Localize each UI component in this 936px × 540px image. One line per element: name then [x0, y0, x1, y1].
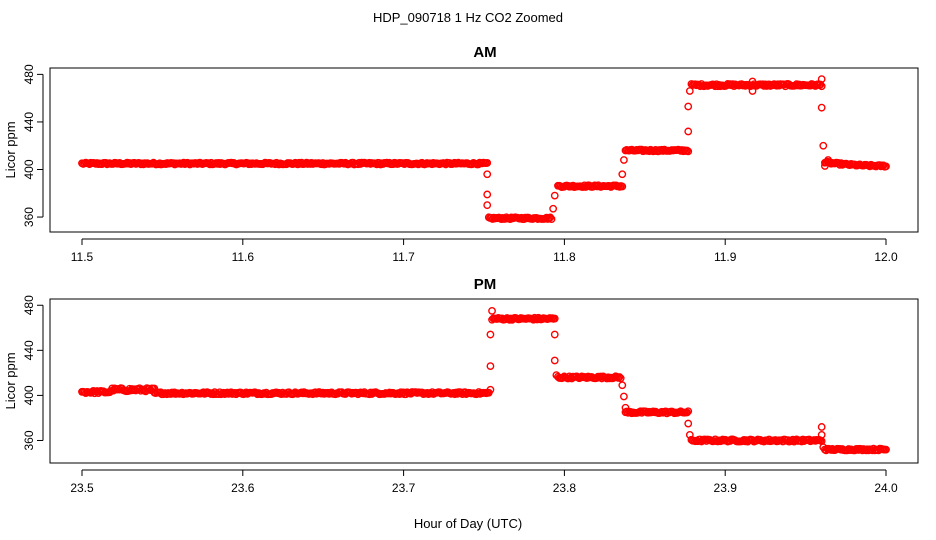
am-data-points [78, 75, 890, 224]
pm-data-points [78, 306, 890, 455]
am-x-tick-label: 12.0 [874, 250, 898, 264]
pm-x-tick-label: 23.5 [70, 481, 94, 495]
pm-data-point [621, 403, 630, 412]
am-data-point [685, 87, 694, 95]
am-x-tick-label: 11.9 [714, 250, 737, 264]
pm-x-tick-label: 24.0 [874, 481, 898, 495]
pm-data-point [685, 430, 694, 439]
am-x-tick-label: 11.8 [553, 250, 576, 264]
am-x-tick-label: 11.7 [392, 250, 415, 264]
am-data-point [824, 156, 833, 164]
pm-data-point [684, 407, 693, 416]
am-data-point [618, 182, 627, 191]
am-data-point [882, 162, 890, 171]
am-data-point [817, 75, 826, 84]
am-y-tick-label: 400 [22, 159, 36, 179]
pm-y-tick-label: 400 [22, 385, 36, 405]
am-data-point [748, 87, 757, 95]
pm-data-point [683, 408, 691, 417]
pm-y-axis-label: Licor ppm [3, 352, 18, 409]
pm-data-point [488, 306, 496, 315]
pm-y-tick-label: 480 [22, 295, 36, 315]
am-data-point [819, 141, 828, 150]
pm-data-point [616, 374, 625, 383]
pm-x-tick-label: 23.7 [392, 481, 416, 495]
pm-data-point [486, 362, 495, 370]
am-x-tick-label: 11.5 [71, 250, 94, 264]
pm-data-point [819, 443, 828, 452]
pm-data-point [486, 385, 495, 394]
main-title: HDP_090718 1 Hz CO2 Zoomed [373, 10, 563, 25]
pm-x-tick-label: 23.8 [553, 481, 577, 495]
am-y-tick-label: 480 [22, 64, 36, 84]
am-data-point [483, 170, 492, 179]
pm-y-tick-label: 360 [22, 430, 36, 450]
am-y-tick-label: 360 [22, 207, 36, 227]
pm-data-point [550, 356, 559, 365]
x-axis-title: Hour of Day (UTC) [414, 516, 522, 531]
pm-data-point [620, 392, 628, 401]
pm-axis-ticks: 23.5 23.6 23.7 23.8 23.9 24.0 360 400 440 480 [22, 295, 898, 495]
am-data-point [684, 127, 693, 136]
pm-data-point [882, 445, 890, 454]
pm-data-point [615, 373, 624, 381]
am-data-point [549, 204, 558, 213]
pm-data-point [486, 330, 495, 339]
am-x-tick-label: 11.6 [232, 250, 255, 264]
pm-data-point [817, 423, 826, 431]
pm-data-point [618, 381, 627, 390]
am-data-point [821, 162, 829, 170]
am-data-point [817, 103, 826, 112]
am-y-axis-label: Licor ppm [3, 121, 18, 178]
pm-data-point [613, 372, 621, 381]
am-data-point [546, 213, 555, 222]
am-data-point [483, 190, 492, 199]
am-data-point [483, 159, 492, 167]
am-data-point [817, 82, 826, 91]
am-data-point [684, 147, 693, 156]
pm-data-point [550, 314, 559, 323]
am-data-point [483, 201, 492, 210]
am-data-point [748, 77, 757, 86]
am-data-point [620, 156, 628, 164]
pm-x-tick-label: 23.6 [231, 481, 255, 495]
pm-data-point [684, 419, 693, 428]
pm-plot-frame [49, 298, 919, 464]
am-data-point [816, 80, 825, 89]
am-panel: AM 11.5 11.6 11.7 11.8 11.9 12.0360400440480 … [3, 44, 919, 264]
am-axis-ticks: 11.5 11.6 11.7 11.8 11.9 12.0 360 400 440 480 [22, 64, 898, 264]
am-data-point [684, 102, 693, 111]
am-data-point [547, 215, 556, 223]
pm-y-tick-label: 440 [22, 340, 36, 360]
pm-data-point [550, 330, 559, 339]
pm-x-tick-label: 23.9 [714, 481, 738, 495]
am-data-point [550, 191, 559, 200]
pm-data-point [817, 430, 826, 439]
pm-panel-title: PM [474, 276, 497, 293]
am-plot-frame [49, 67, 919, 233]
am-y-tick-label: 440 [22, 112, 36, 132]
am-data-point [618, 170, 627, 179]
pm-panel: PM 23.5 23.6 23.7 23.8 23.9 24.0360400440480 … [3, 276, 919, 495]
am-panel-title: AM [473, 44, 496, 61]
pm-data-point [552, 371, 561, 380]
